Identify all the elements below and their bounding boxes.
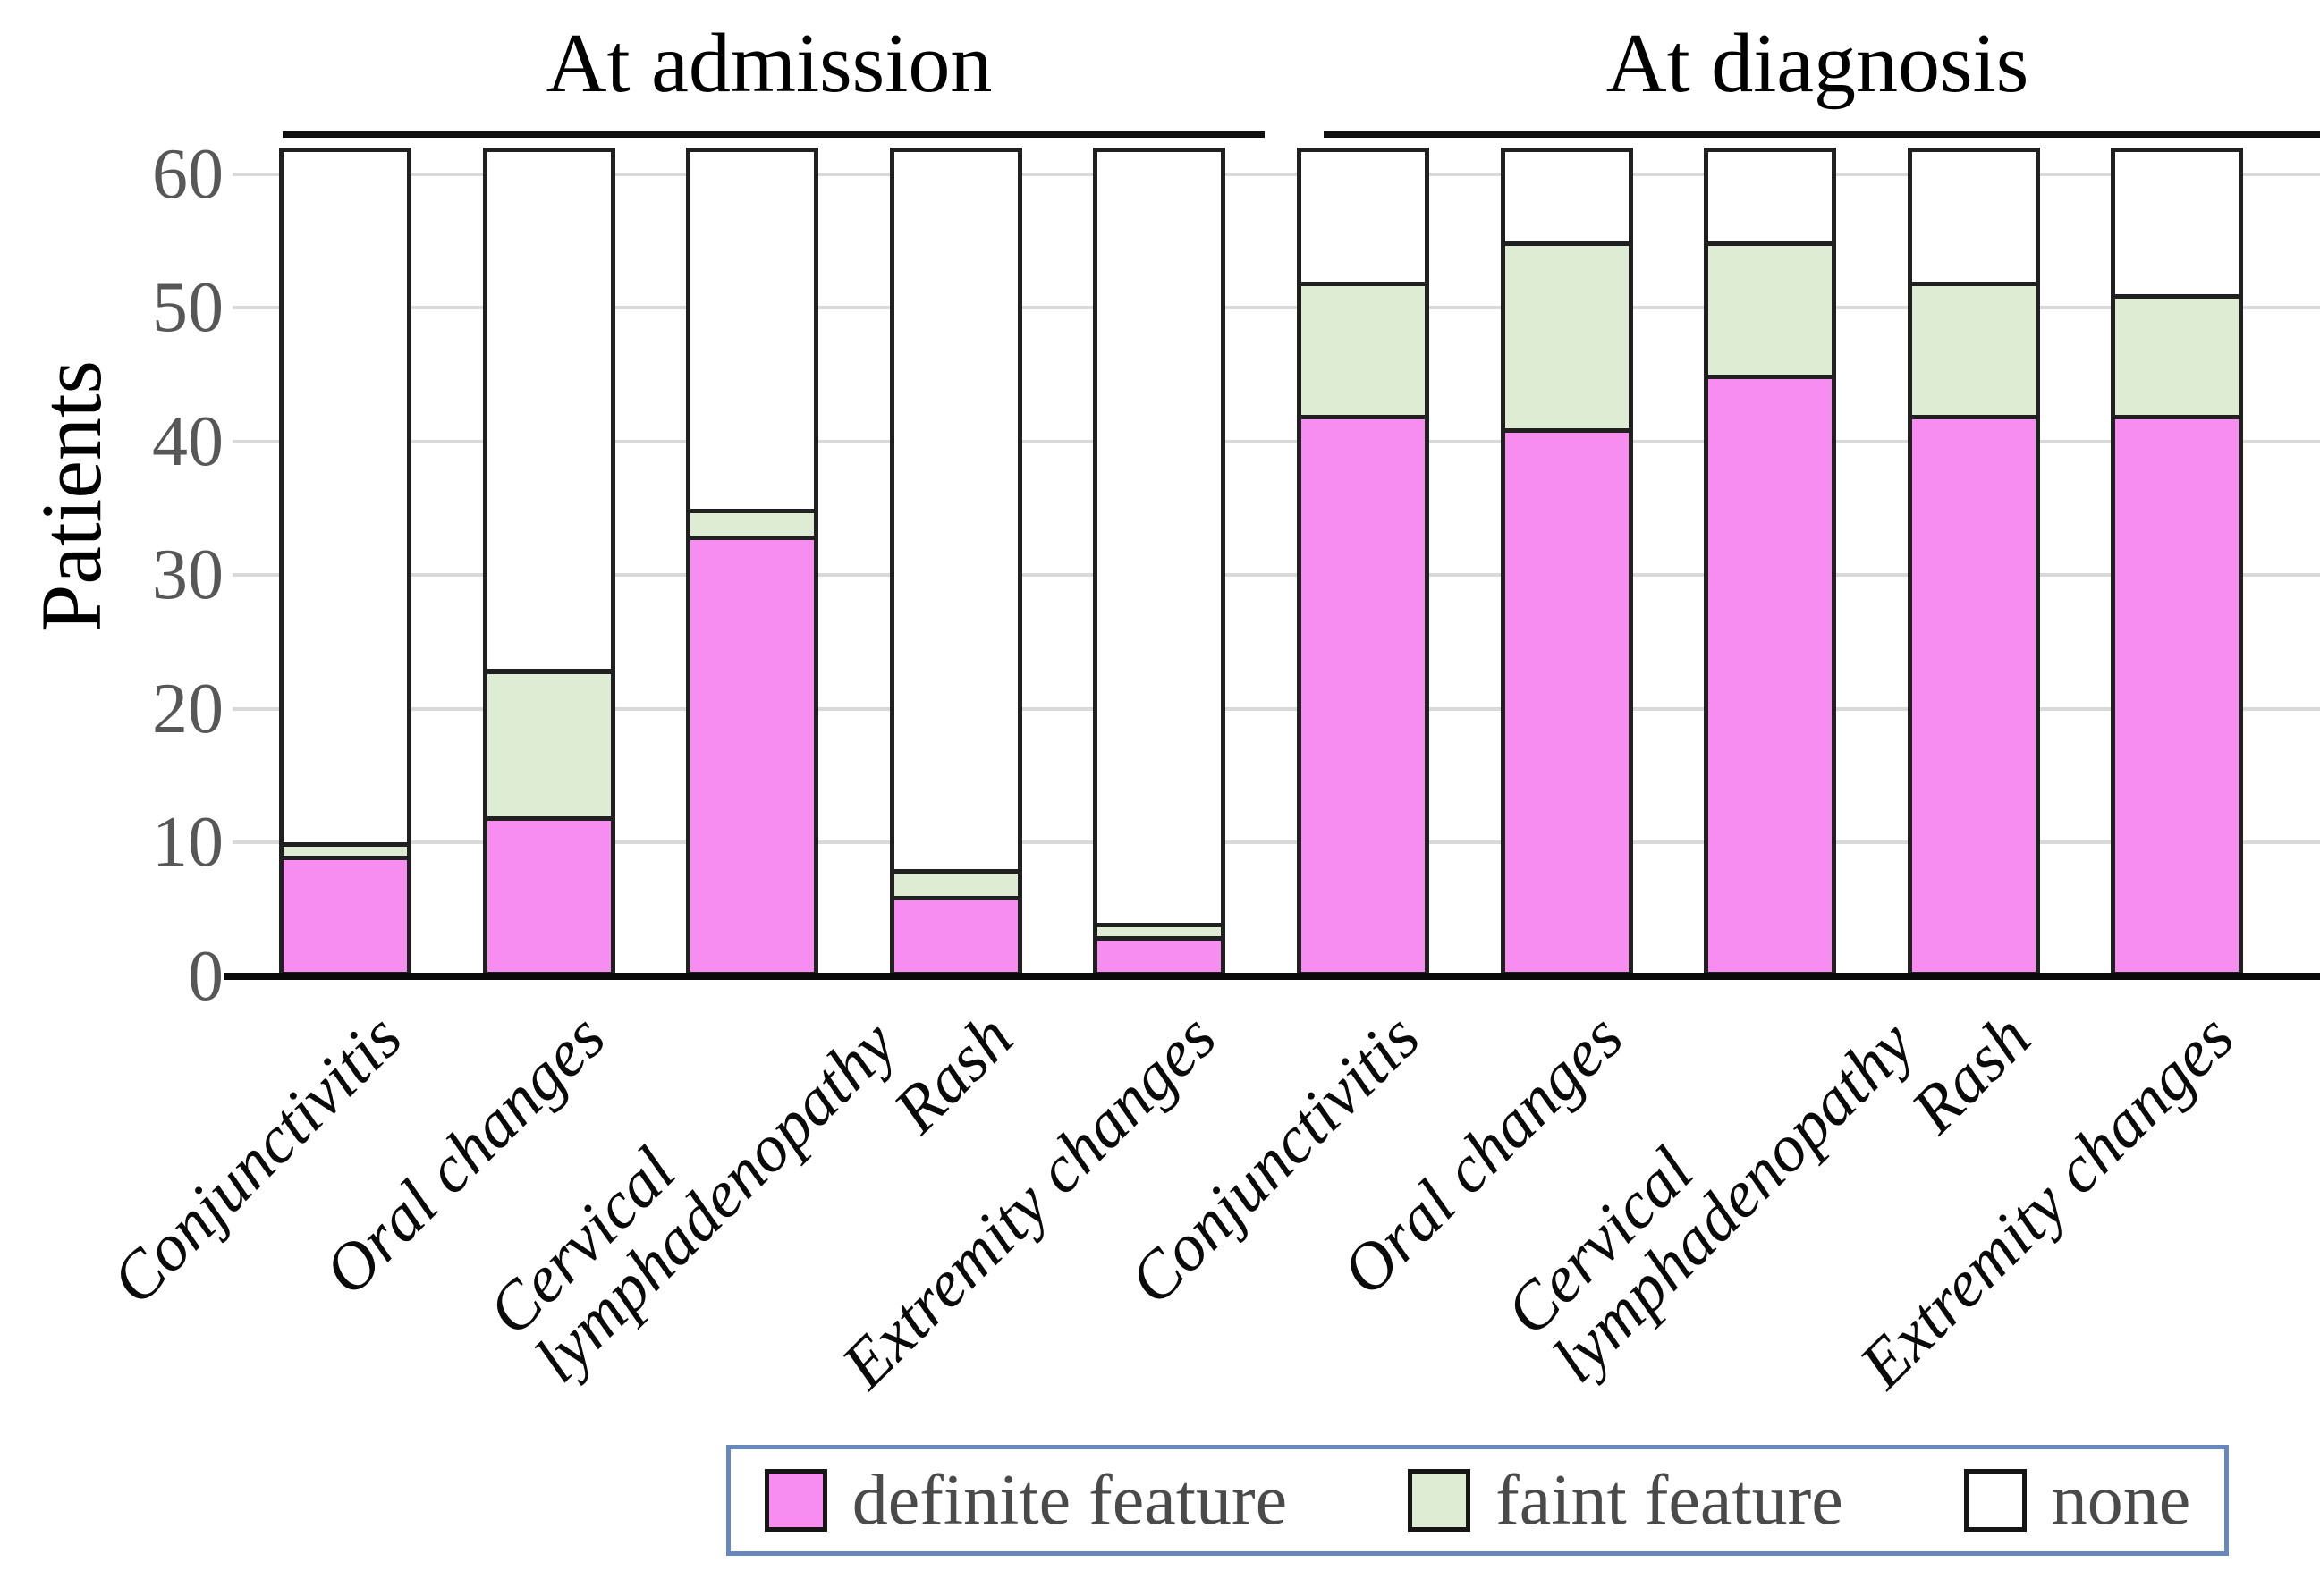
segment-definite-feature xyxy=(1704,375,1836,976)
y-gridline-50 xyxy=(233,306,2320,310)
legend-item-definite-feature: definite feature xyxy=(764,1461,1288,1540)
segment-definite-feature xyxy=(1501,428,1633,976)
bar-conjunctivitis-admission xyxy=(279,148,411,976)
bar-cervical-lymphadenopathy-admission xyxy=(686,148,818,976)
bar-extremity-changes-admission xyxy=(1093,148,1225,976)
bar-extremity-changes-diagnosis xyxy=(2111,148,2243,976)
segment-definite-feature xyxy=(279,856,411,976)
legend-item-none: none xyxy=(1963,1461,2191,1540)
legend-label: faint feature xyxy=(1495,1461,1843,1540)
segment-definite-feature xyxy=(483,816,615,976)
bar-cervical-lymphadenopathy-diagnosis xyxy=(1704,148,1836,976)
segment-definite-feature xyxy=(1297,415,1429,976)
segment-definite-feature xyxy=(890,896,1022,976)
y-gridline-20 xyxy=(233,706,2320,711)
segment-faint-feature xyxy=(483,670,615,821)
faint-feature-swatch xyxy=(1408,1469,1471,1532)
definite-feature-swatch xyxy=(764,1469,827,1532)
legend-item-faint-feature: faint feature xyxy=(1408,1465,1843,1536)
x-axis-baseline xyxy=(224,973,2320,980)
x-axis-label-line: Rash xyxy=(1897,1000,2045,1148)
segment-definite-feature xyxy=(686,536,818,976)
segment-none xyxy=(1704,148,1836,246)
y-gridline-10 xyxy=(233,840,2320,845)
segment-none xyxy=(890,148,1022,874)
bar-rash-admission xyxy=(890,148,1022,976)
segment-definite-feature xyxy=(1093,936,1225,976)
segment-definite-feature xyxy=(2111,415,2243,976)
x-axis-label-rash-diagnosis: Rash xyxy=(1897,1000,2045,1148)
bar-oral-changes-admission xyxy=(483,148,615,976)
segment-none xyxy=(1501,148,1633,246)
segment-faint-feature xyxy=(1704,241,1836,379)
y-tick-label-30: 30 xyxy=(152,536,224,615)
admission-header-underline xyxy=(283,131,1265,138)
legend-label: none xyxy=(2051,1461,2191,1540)
segment-faint-feature xyxy=(1297,281,1429,419)
y-axis-title: Patients xyxy=(23,360,119,632)
y-tick-label-10: 10 xyxy=(152,803,224,882)
segment-none xyxy=(686,148,818,513)
segment-none xyxy=(1908,148,2040,286)
y-gridline-30 xyxy=(233,573,2320,578)
segment-none xyxy=(483,148,615,673)
y-tick-label-50: 50 xyxy=(152,268,224,348)
segment-none xyxy=(1297,148,1429,286)
segment-faint-feature xyxy=(890,869,1022,900)
y-tick-label-60: 60 xyxy=(152,134,224,214)
bar-conjunctivitis-diagnosis xyxy=(1297,148,1429,976)
y-tick-label-0: 0 xyxy=(188,937,224,1016)
x-axis-label-line: Rash xyxy=(879,1000,1027,1148)
x-axis-label-rash-admission: Rash xyxy=(879,1000,1027,1148)
group-header-at-diagnosis: At diagnosis xyxy=(1605,17,2029,110)
group-header-at-admission: At admission xyxy=(546,17,993,110)
y-tick-label-20: 20 xyxy=(152,669,224,748)
y-tick-label-40: 40 xyxy=(152,401,224,481)
legend: definite feature faint feature none xyxy=(726,1445,2229,1556)
segment-faint-feature xyxy=(686,509,818,540)
segment-faint-feature xyxy=(2111,294,2243,419)
diagnosis-header-underline xyxy=(1324,131,2320,138)
legend-label: definite feature xyxy=(851,1461,1288,1540)
y-gridline-60 xyxy=(233,172,2320,176)
y-gridline-40 xyxy=(233,439,2320,443)
segment-none xyxy=(279,148,411,847)
segment-none xyxy=(1093,148,1225,927)
bar-rash-diagnosis xyxy=(1908,148,2040,976)
segment-faint-feature xyxy=(1501,241,1633,433)
none-swatch xyxy=(1963,1469,2027,1532)
segment-faint-feature xyxy=(1908,281,2040,419)
bar-oral-changes-diagnosis xyxy=(1501,148,1633,976)
segment-none xyxy=(2111,148,2243,299)
segment-definite-feature xyxy=(1908,415,2040,976)
